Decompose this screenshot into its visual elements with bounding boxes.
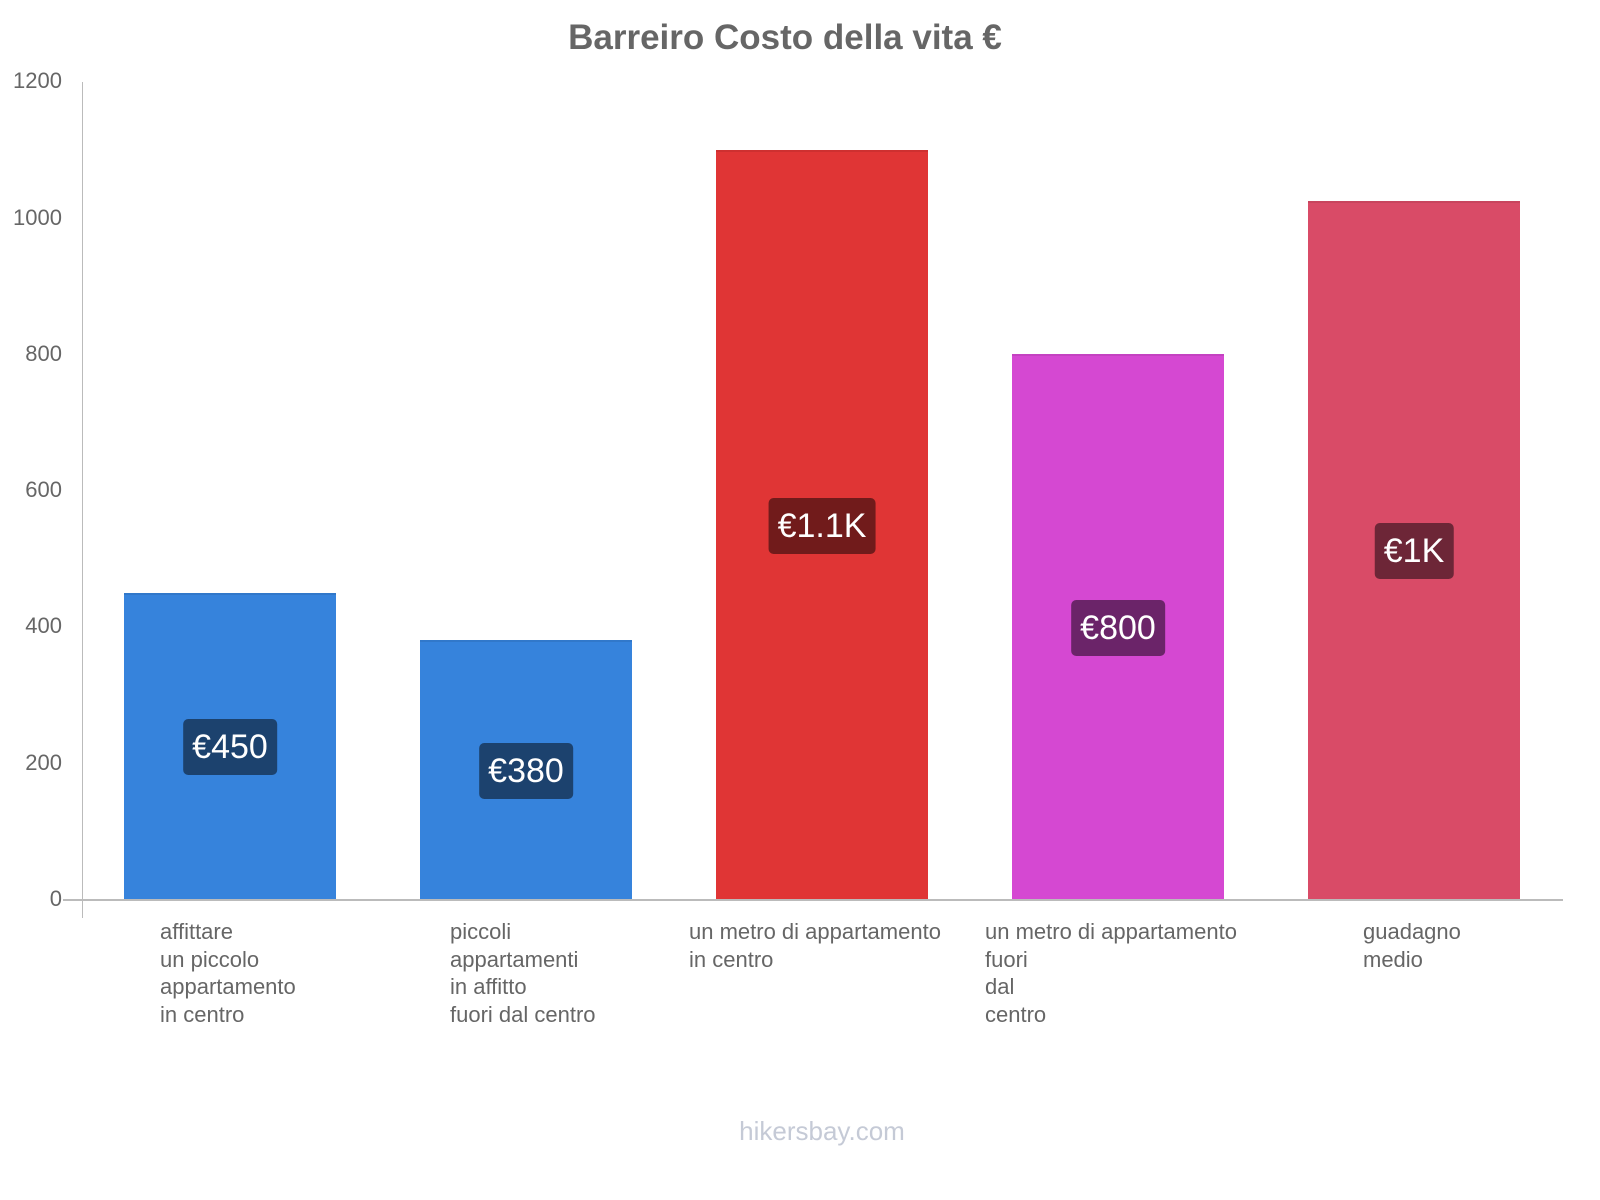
- x-axis-line: [63, 899, 1563, 901]
- y-tick-label: 800: [25, 341, 62, 366]
- bar: €450: [124, 592, 336, 899]
- bar: €800: [1012, 354, 1224, 899]
- x-tick-label: affittare un piccolo appartamento in cen…: [160, 919, 296, 1027]
- y-tick-label: 0: [49, 886, 62, 911]
- x-tick-label: un metro di appartamento in centro: [689, 919, 941, 972]
- watermark[interactable]: hikersbay.com: [739, 1116, 905, 1146]
- bar: €1.1K: [716, 150, 928, 899]
- chart-title: Barreiro Costo della vita €: [568, 18, 1002, 57]
- bar-value-label: €1.1K: [768, 497, 876, 554]
- bar: €380: [420, 640, 632, 899]
- bar-value-label: €380: [479, 742, 573, 799]
- bar-value-label: €450: [183, 718, 277, 775]
- x-tick-label: piccoli appartamenti in affitto fuori da…: [450, 919, 596, 1027]
- y-tick-label: 1000: [13, 205, 62, 230]
- bar: €1K: [1308, 201, 1520, 899]
- x-tick-label: un metro di appartamento fuori dal centr…: [985, 919, 1237, 1027]
- bar-value-label: €1K: [1374, 523, 1454, 580]
- x-tick-label: guadagno medio: [1363, 919, 1461, 972]
- y-axis-line: [82, 82, 83, 918]
- bar-value-label: €800: [1071, 599, 1165, 656]
- y-tick-label: 200: [25, 750, 62, 775]
- y-tick-label: 600: [25, 477, 62, 502]
- y-tick-label: 1200: [13, 68, 62, 93]
- y-tick-label: 400: [25, 613, 62, 638]
